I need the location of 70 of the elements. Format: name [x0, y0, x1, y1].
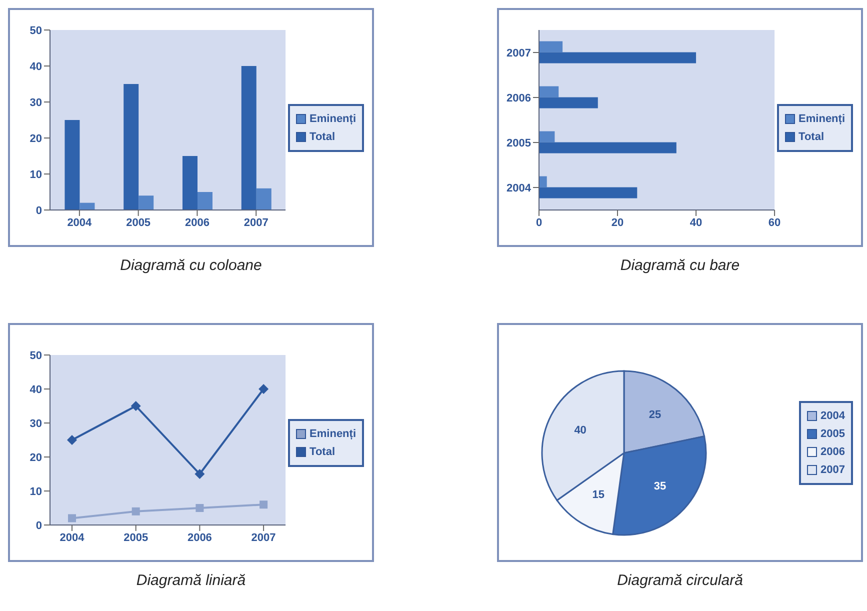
y-tick-label: 30	[30, 96, 42, 109]
bar	[256, 188, 272, 210]
bar	[182, 156, 198, 210]
x-tick-label: 2005	[124, 532, 148, 544]
x-tick-label: 60	[768, 216, 781, 229]
data-label: 25	[648, 408, 662, 421]
bar	[80, 202, 95, 210]
point	[132, 507, 140, 516]
x-tick-label: 2006	[187, 532, 212, 544]
y-tick-label: 2007	[506, 47, 531, 60]
point	[68, 514, 76, 522]
bar	[539, 41, 563, 52]
y-tick-label: 50	[30, 24, 42, 37]
point	[194, 469, 205, 479]
point	[67, 435, 77, 445]
legend-label: Eminenți	[310, 426, 356, 442]
y-tick-label: 40	[30, 384, 42, 396]
legend-label: 2004	[820, 408, 845, 424]
text: Diagramă circulară	[616, 572, 744, 589]
bar	[138, 196, 154, 210]
y-tick-label: 2004	[506, 182, 532, 194]
y-tick-label: 10	[30, 168, 42, 181]
y-tick-label: 10	[30, 486, 42, 498]
y-tick-label: 20	[30, 132, 42, 145]
bar	[539, 176, 547, 188]
y-tick-label: 0	[36, 204, 42, 217]
data-label: 15	[592, 489, 605, 502]
legend-label: Eminenți	[798, 112, 845, 126]
x-tick-label: 2004	[60, 532, 86, 544]
x-tick-label: 2004	[67, 216, 93, 229]
y-tick-label: 2005	[506, 137, 531, 150]
legend-label: Eminenți	[310, 112, 356, 126]
bar	[197, 192, 212, 210]
x-tick-label: 40	[690, 216, 702, 229]
text: Diagramă cu bare	[619, 257, 741, 274]
x-tick-label: 2006	[184, 216, 210, 229]
y-tick-label: 50	[30, 350, 42, 362]
bar	[64, 120, 80, 210]
y-tick-label: 2006	[506, 92, 531, 104]
point	[196, 504, 204, 512]
text: Diagramă liniară	[135, 572, 247, 589]
y-tick-label: 40	[30, 60, 42, 73]
point	[258, 384, 269, 394]
x-tick-label: 20	[611, 216, 624, 229]
x-tick-label: 2007	[251, 532, 276, 544]
x-tick-label: 2007	[244, 216, 268, 229]
y-tick-label: 30	[30, 418, 42, 430]
bar	[539, 86, 559, 98]
data-label: 35	[654, 480, 666, 493]
point	[130, 401, 141, 411]
bar	[539, 52, 696, 64]
legend-label: Total	[310, 130, 336, 144]
legend-label: 2005	[820, 426, 845, 442]
legend-label: 2007	[820, 462, 845, 478]
x-tick-label: 2005	[126, 216, 151, 229]
bar	[241, 66, 256, 210]
bar	[539, 187, 638, 198]
x-tick-label: 0	[536, 216, 542, 229]
data-label: 40	[574, 424, 586, 436]
legend-label: Total	[310, 444, 336, 460]
y-tick-label: 0	[36, 520, 42, 532]
bar	[124, 84, 139, 210]
bar	[539, 142, 676, 154]
legend-label: Total	[798, 130, 824, 144]
bar	[539, 131, 555, 142]
bar	[539, 97, 598, 108]
point	[260, 500, 268, 509]
legend-label: 2006	[820, 444, 845, 460]
text: Diagramă cu coloane	[119, 257, 263, 274]
y-tick-label: 20	[30, 452, 42, 464]
